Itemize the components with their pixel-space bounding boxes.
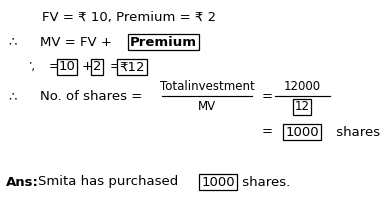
Text: shares: shares xyxy=(332,126,380,138)
Text: Premium: Premium xyxy=(130,36,197,48)
Text: MV = FV +: MV = FV + xyxy=(40,36,116,48)
Text: =: = xyxy=(262,90,273,104)
Text: 12: 12 xyxy=(294,100,310,114)
Text: Totalinvestment: Totalinvestment xyxy=(160,80,254,94)
Text: =: = xyxy=(262,126,273,138)
Text: =: = xyxy=(49,60,64,73)
Text: shares.: shares. xyxy=(238,176,290,188)
Text: +: + xyxy=(82,60,97,73)
Text: ’,: ’, xyxy=(28,62,35,72)
Text: 1000: 1000 xyxy=(201,176,235,188)
Text: ₹12: ₹12 xyxy=(119,60,145,73)
Text: FV = ₹ 10, Premium = ₹ 2: FV = ₹ 10, Premium = ₹ 2 xyxy=(42,11,216,24)
Text: MV: MV xyxy=(198,100,216,114)
Text: Smita has purchased: Smita has purchased xyxy=(38,176,183,188)
Text: ∴: ∴ xyxy=(8,36,16,48)
Text: No. of shares =: No. of shares = xyxy=(40,90,147,104)
Text: 10: 10 xyxy=(58,60,75,73)
Text: ∴: ∴ xyxy=(8,90,16,104)
Text: 1000: 1000 xyxy=(285,126,319,138)
Text: Ans:: Ans: xyxy=(6,176,39,188)
Text: =: = xyxy=(110,60,125,73)
Text: 2: 2 xyxy=(93,60,101,73)
Text: 12000: 12000 xyxy=(283,80,321,94)
